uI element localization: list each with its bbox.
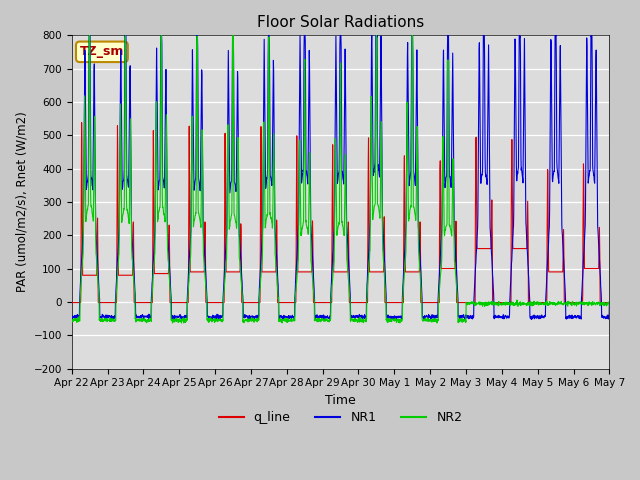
X-axis label: Time: Time xyxy=(325,394,356,407)
Y-axis label: PAR (umol/m2/s), Rnet (W/m2): PAR (umol/m2/s), Rnet (W/m2) xyxy=(15,111,28,292)
Title: Floor Solar Radiations: Floor Solar Radiations xyxy=(257,15,424,30)
Legend: q_line, NR1, NR2: q_line, NR1, NR2 xyxy=(214,406,467,429)
Text: TZ_sm: TZ_sm xyxy=(80,45,124,59)
